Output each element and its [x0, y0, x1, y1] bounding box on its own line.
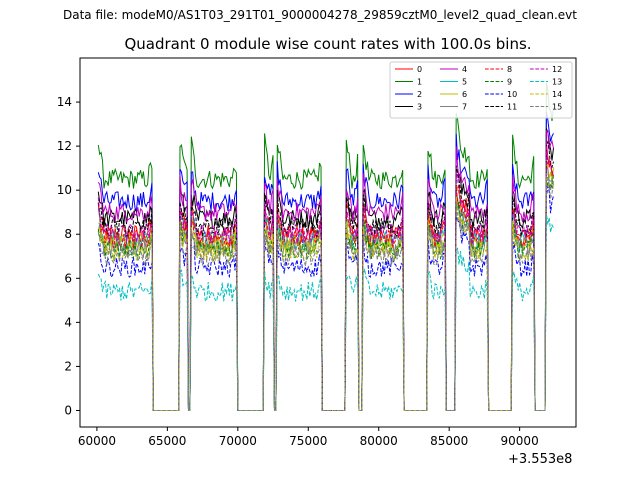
- x-tick-label: 90000: [501, 434, 539, 448]
- y-tick-label: 14: [57, 95, 72, 109]
- x-tick-label: 75000: [289, 434, 327, 448]
- series-line-2: [97, 111, 554, 411]
- legend-label-0: 0: [417, 65, 422, 74]
- series-line-14: [98, 178, 554, 411]
- y-tick-label: 12: [57, 139, 72, 153]
- legend-label-14: 14: [552, 90, 562, 99]
- legend-label-8: 8: [507, 65, 512, 74]
- series-line-12: [97, 142, 554, 411]
- x-tick-label: 70000: [219, 434, 257, 448]
- legend-label-7: 7: [462, 103, 467, 112]
- legend-label-13: 13: [552, 78, 562, 87]
- series-line-0: [97, 143, 554, 411]
- y-tick-label: 10: [57, 183, 72, 197]
- x-axis-offset-label: +3.553e8: [508, 452, 573, 467]
- series-line-7: [97, 165, 554, 411]
- legend-label-12: 12: [552, 65, 562, 74]
- plot-frame: [79, 57, 577, 428]
- legend-label-6: 6: [462, 90, 467, 99]
- y-tick-label: 8: [64, 227, 72, 241]
- legend-label-10: 10: [507, 90, 517, 99]
- x-tick-label: 60000: [78, 434, 116, 448]
- series-line-11: [97, 140, 554, 411]
- legend-label-15: 15: [552, 103, 562, 112]
- y-tick-label: 0: [64, 403, 72, 417]
- chart-title: Quadrant 0 module wise count rates with …: [124, 35, 532, 53]
- series-line-15: [97, 172, 554, 411]
- x-tick-label: 85000: [430, 434, 468, 448]
- legend-label-11: 11: [507, 103, 517, 112]
- axes-layer: 60000 65000 70000 75000 80000 85000 90000 0 2 4 6 8…: [57, 95, 539, 448]
- x-tick-label: 80000: [360, 434, 398, 448]
- series-line-4: [97, 130, 554, 411]
- legend-label-4: 4: [462, 65, 467, 74]
- series-layer: [97, 82, 554, 411]
- legend-frame: [389, 61, 573, 119]
- y-tick-label: 4: [64, 315, 72, 329]
- y-tick-label: 2: [64, 359, 72, 373]
- figure-suptitle: Data file: modeM0/AS1T03_291T01_90000042…: [63, 8, 577, 22]
- series-line-3: [97, 128, 554, 411]
- legend-label-2: 2: [417, 90, 422, 99]
- legend-label-5: 5: [462, 78, 467, 87]
- legend-label-1: 1: [417, 78, 422, 87]
- legend-label-3: 3: [417, 103, 422, 112]
- x-tick-label: 65000: [148, 434, 186, 448]
- y-tick-label: 6: [64, 271, 72, 285]
- legend-label-9: 9: [507, 78, 512, 87]
- series-line-1: [97, 82, 554, 411]
